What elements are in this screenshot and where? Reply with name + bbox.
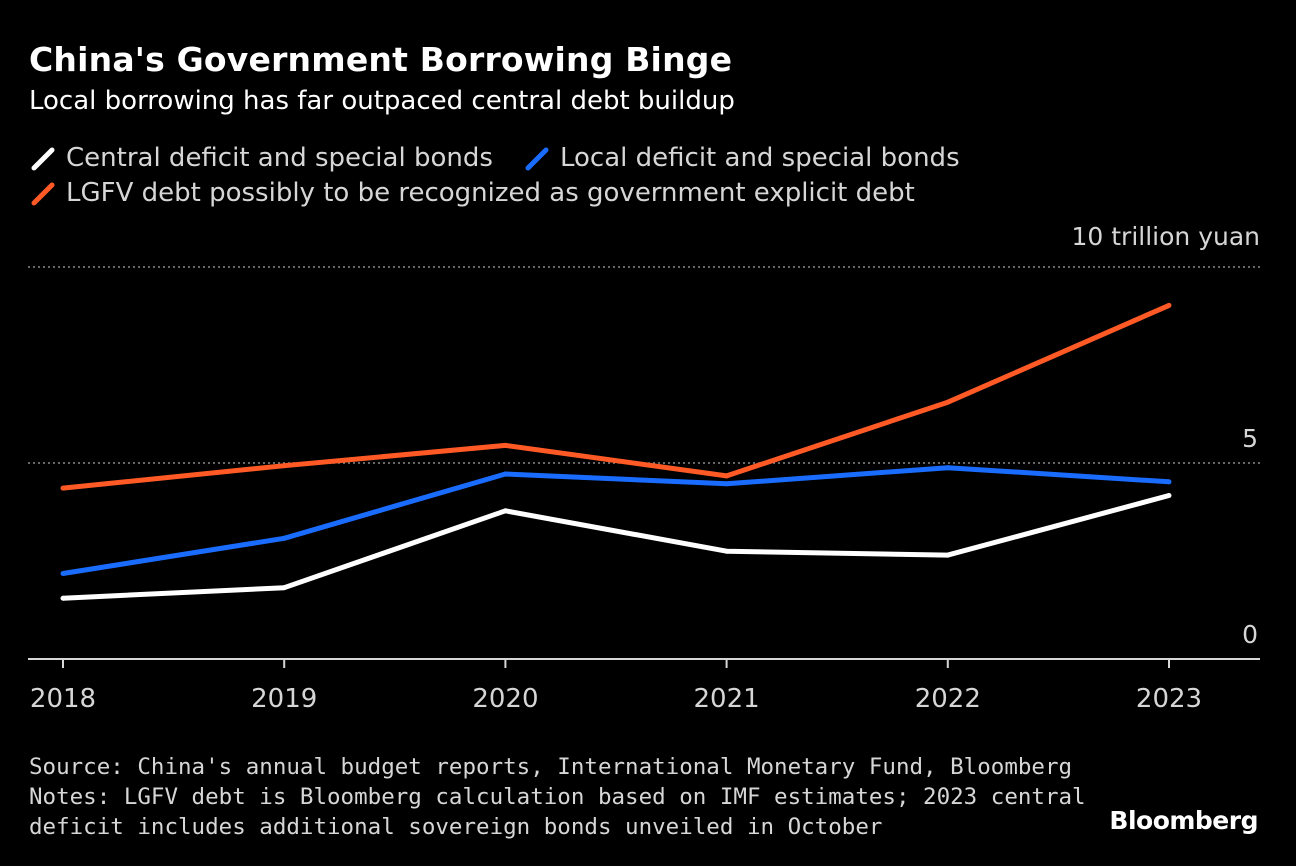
series-1-point — [724, 481, 730, 487]
x-tick-label: 2018 — [30, 684, 96, 714]
series-2-point — [1166, 302, 1172, 308]
legend-swatch-icon — [30, 180, 56, 206]
x-tick-label: 2023 — [1136, 684, 1202, 714]
x-tick-label: 2019 — [251, 684, 317, 714]
legend-item-lgfv: LGFV debt possibly to be recognized as g… — [30, 178, 915, 208]
series-0-point — [281, 585, 287, 591]
legend-label-local: Local deficit and special bonds — [560, 143, 960, 173]
x-tick-label: 2020 — [472, 684, 538, 714]
notes-line-2: deficit includes additional sovereign bo… — [29, 814, 883, 840]
legend-label-central: Central deficit and special bonds — [66, 143, 493, 173]
series-0-point — [724, 548, 730, 554]
series-2-point — [724, 473, 730, 479]
series-1-point — [281, 535, 287, 541]
series-1-point — [1166, 479, 1172, 485]
y-axis-unit-label: 10 trillion yuan — [1071, 222, 1260, 251]
x-tick-label: 2022 — [915, 684, 981, 714]
x-tick-label: 2021 — [694, 684, 760, 714]
notes-line-1: Notes: LGFV debt is Bloomberg calculatio… — [29, 784, 1086, 810]
source-note: Source: China's annual budget reports, I… — [29, 754, 1073, 780]
series-2-point — [281, 463, 287, 469]
y-tick-label: 0 — [1242, 620, 1258, 649]
series-1-point — [945, 465, 951, 471]
series-2-point — [502, 442, 508, 448]
series-line-0 — [62, 493, 1170, 601]
series-0-point — [502, 508, 508, 514]
legend-item-local: Local deficit and special bonds — [524, 143, 960, 173]
bloomberg-logo: Bloomberg — [1109, 806, 1258, 835]
chart-title: China's Government Borrowing Binge — [29, 40, 733, 79]
series-0-point — [1166, 493, 1172, 499]
series-2-point — [60, 485, 66, 491]
y-tick-label: 5 — [1242, 424, 1258, 453]
series-line-1 — [62, 465, 1170, 576]
series-0-point — [945, 552, 951, 558]
legend-swatch-icon — [30, 145, 56, 171]
series-0-point — [60, 595, 66, 601]
chart-footer: Source: China's annual budget reports, I… — [29, 752, 1086, 842]
legend-item-central: Central deficit and special bonds — [30, 143, 493, 173]
series-line-2 — [62, 303, 1171, 491]
series-2-point — [945, 399, 951, 405]
series-1-point — [502, 471, 508, 477]
legend-label-lgfv: LGFV debt possibly to be recognized as g… — [66, 178, 915, 208]
chart-subtitle: Local borrowing has far outpaced central… — [29, 86, 735, 116]
legend-swatch-icon — [524, 145, 550, 171]
series-1-point — [60, 571, 66, 577]
